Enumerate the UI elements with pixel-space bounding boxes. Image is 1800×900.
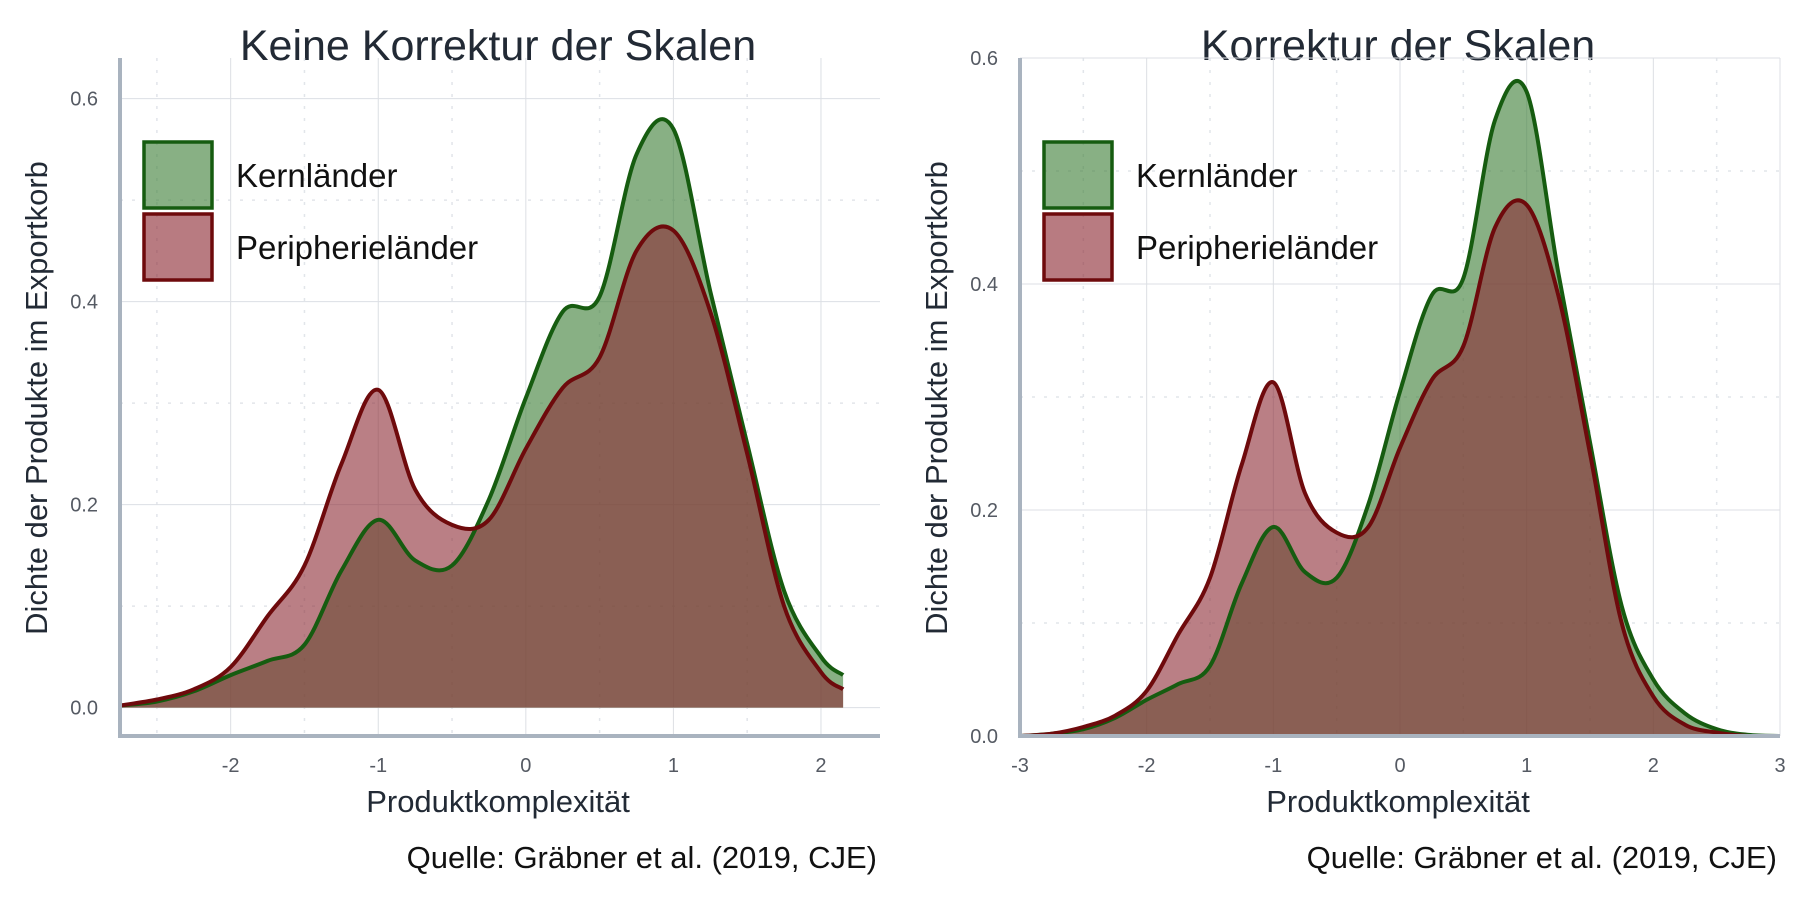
y-tick-label: 0.4 [70,292,98,314]
area-peripherielaender [120,226,844,708]
source-caption: Quelle: Gräbner et al. (2019, CJE) [407,840,877,875]
panel-right: Korrektur der Skalen 0.0 0.2 0.4 0.6 -3 -2 -1… [919,22,1786,875]
source-caption: Quelle: Gräbner et al. (2019, CJE) [1307,840,1777,875]
x-tick-label: -3 [1011,755,1029,777]
line-peripherielaender [1020,198,1780,736]
line-kernlaender [1020,78,1780,736]
x-tick-label: 0 [520,755,531,777]
y-axis-title: Dichte der Produkte im Exportkorb [919,161,954,635]
y-tick-label: 0.0 [970,726,998,748]
plot-area [1020,78,1780,736]
y-tick-label: 0.6 [970,48,998,70]
y-tick-label: 0.2 [70,495,98,517]
chart-title: Keine Korrektur der Skalen [240,22,756,70]
x-tick-labels: -3 -2 -1 0 1 2 3 [1011,755,1785,777]
x-tick-label: 0 [1394,755,1405,777]
legend-label-kernlaender: Kernländer [236,157,397,194]
legend-label-peripherielaender: Peripherieländer [236,229,478,266]
y-tick-labels: 0.0 0.2 0.4 0.6 [970,48,998,748]
y-tick-label: 0.4 [970,274,998,296]
legend-label-kernlaender: Kernländer [1136,157,1297,194]
y-tick-label: 0.2 [970,500,998,522]
legend-key-kernlaender [1042,140,1114,210]
legend-key-peripherielaender [142,212,214,282]
x-axis-title: Produktkomplexität [1266,784,1530,819]
x-tick-label: 3 [1774,755,1785,777]
y-axis-title: Dichte der Produkte im Exportkorb [19,161,54,635]
legend-key-kernlaender [142,140,214,210]
plot-area [120,117,845,708]
x-tick-label: -2 [1138,755,1156,777]
legend: Kernländer Peripherieländer [1042,140,1378,282]
legend-label-peripherielaender: Peripherieländer [1136,229,1378,266]
x-tick-label: 1 [1521,755,1532,777]
line-peripherielaender [120,224,845,708]
y-tick-label: 0.0 [70,698,98,720]
x-tick-label: -2 [222,755,240,777]
chart-title: Korrektur der Skalen [1201,22,1595,70]
x-tick-label: 1 [668,755,679,777]
x-tick-labels: -2 -1 0 1 2 [222,755,827,777]
line-kernlaender [120,117,845,708]
x-tick-label: 2 [815,755,826,777]
x-tick-label: 2 [1648,755,1659,777]
panel-left: Keine Korrektur der Skalen 0.00.20.40.6 … [19,22,880,875]
legend: Kernländer Peripherieländer [142,140,478,282]
x-tick-label: -1 [369,755,387,777]
y-tick-labels: 0.0 0.2 0.4 0.6 [70,89,98,720]
area-peripherielaender [1020,200,1780,736]
legend-key-peripherielaender [1042,212,1114,282]
x-tick-label: -1 [1264,755,1282,777]
y-tick-label: 0.6 [70,89,98,111]
x-axis-title: Produktkomplexität [366,784,630,819]
